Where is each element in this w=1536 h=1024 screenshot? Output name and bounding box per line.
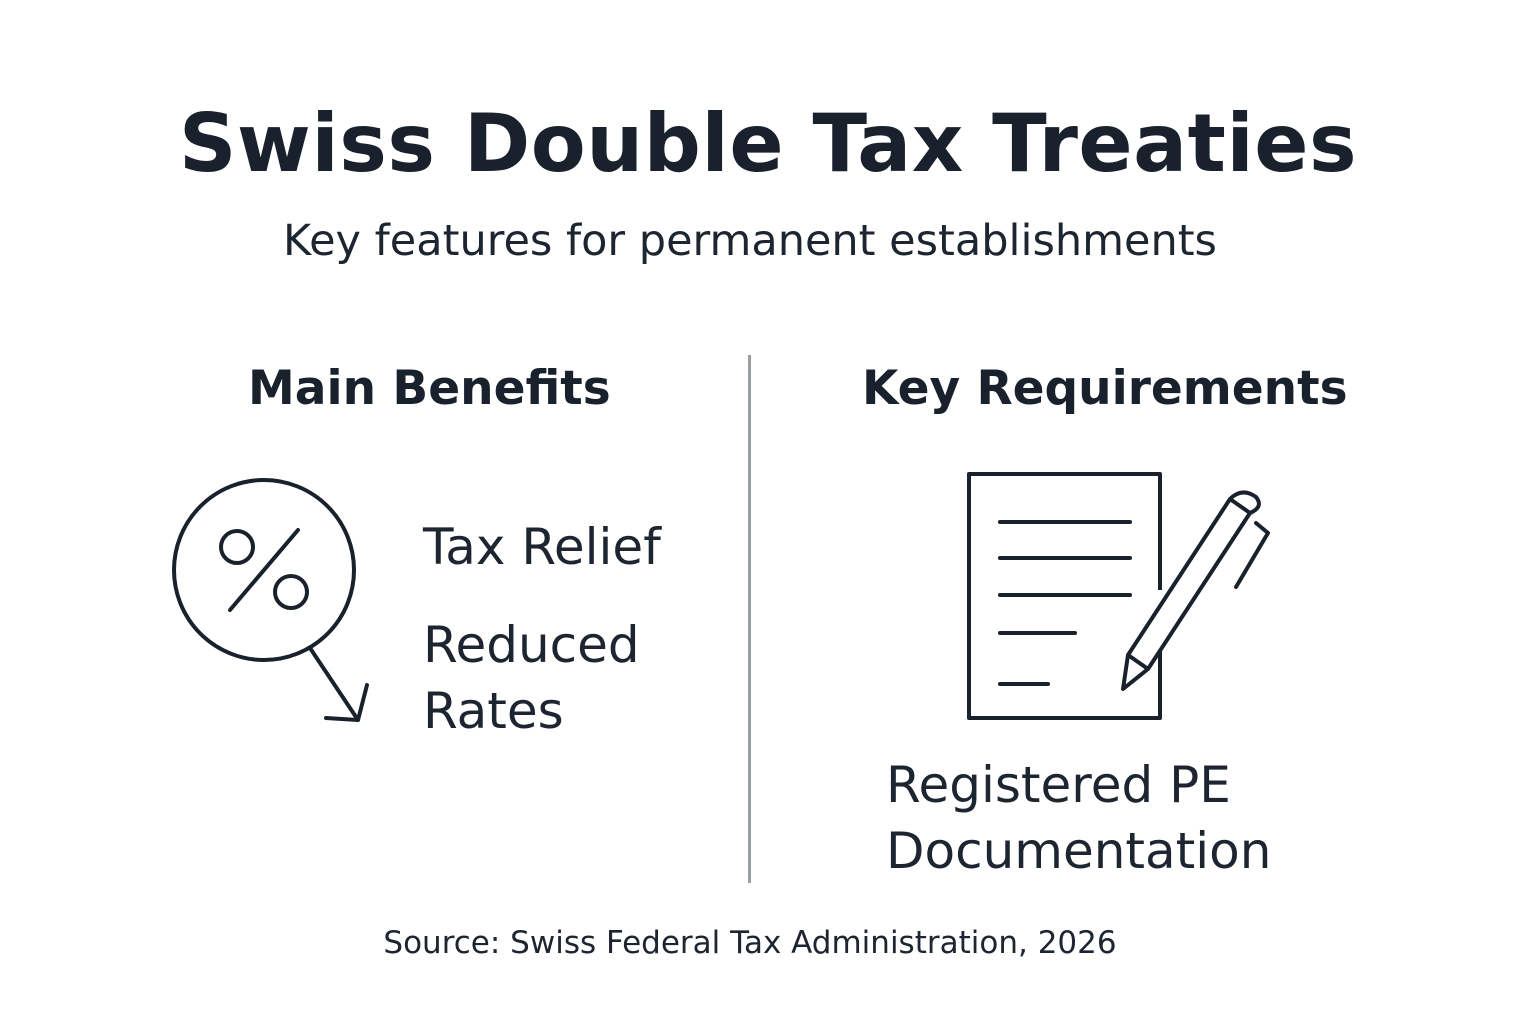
source-note: Source: Swiss Federal Tax Administration… bbox=[383, 925, 1117, 961]
requirements-heading: Key Requirements bbox=[862, 361, 1348, 416]
requirement-item: Documentation bbox=[886, 822, 1272, 880]
page-subtitle: Key features for permanent establishment… bbox=[283, 216, 1217, 266]
document-pen-icon bbox=[967, 472, 1270, 720]
benefit-item: Reduced bbox=[423, 616, 640, 674]
requirement-item: Registered PE bbox=[886, 756, 1231, 814]
percent-arrow-down-icon bbox=[172, 478, 369, 722]
benefits-heading: Main Benefits bbox=[248, 361, 611, 416]
benefit-item: Rates bbox=[423, 682, 564, 740]
column-divider bbox=[748, 355, 751, 883]
benefit-item: Tax Relief bbox=[423, 518, 661, 576]
page-title: Swiss Double Tax Treaties bbox=[178, 97, 1358, 190]
